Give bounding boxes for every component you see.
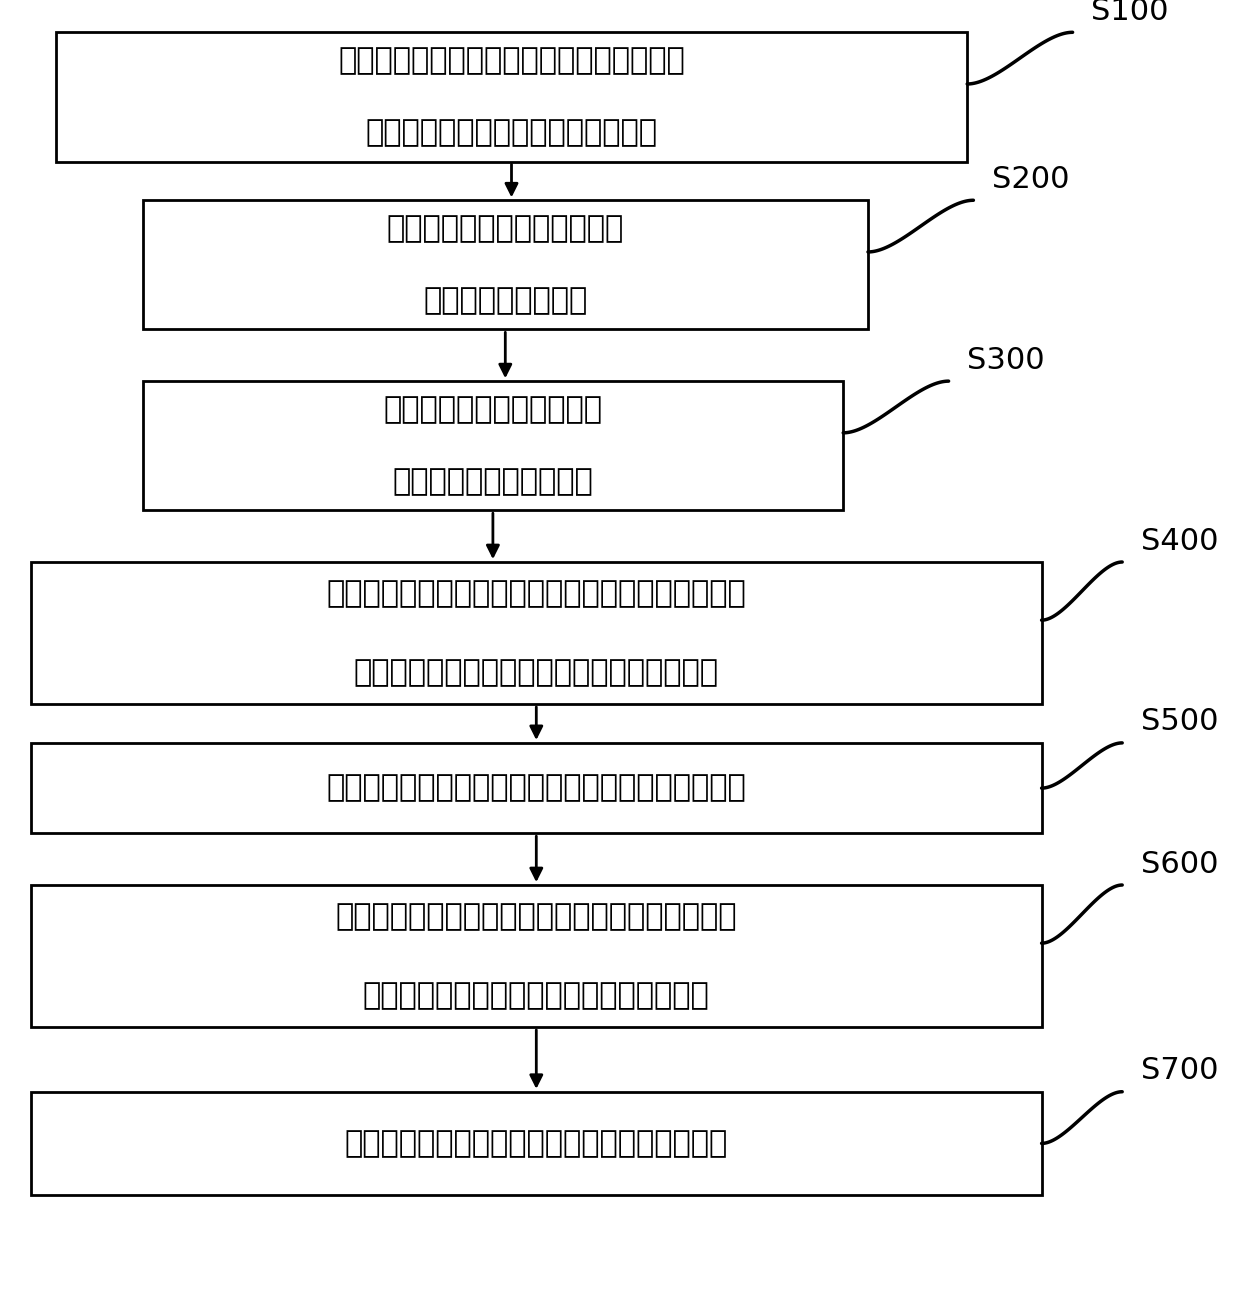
Text: S600: S600 <box>1141 850 1218 879</box>
Text: 通过时间模块获取加药模块进行加药的实时加药时间: 通过时间模块获取加药模块进行加药的实时加药时间 <box>326 774 746 802</box>
Text: S700: S700 <box>1141 1057 1218 1085</box>
Text: S500: S500 <box>1141 708 1218 736</box>
Text: S200: S200 <box>992 165 1069 194</box>
Text: 利用数据处理模块对数据库时间阈值和时间模块的: 利用数据处理模块对数据库时间阈值和时间模块的 <box>336 902 737 930</box>
FancyBboxPatch shape <box>143 381 843 510</box>
FancyBboxPatch shape <box>31 885 1042 1027</box>
FancyBboxPatch shape <box>143 200 868 329</box>
Text: 进行抽药的实时抽药时间: 进行抽药的实时抽药时间 <box>393 468 593 496</box>
Text: 并获取实时电量时间: 并获取实时电量时间 <box>423 287 588 315</box>
Text: 利用时间模块接收消耗电量，: 利用时间模块接收消耗电量， <box>387 214 624 243</box>
Text: 利用液位感应模块检测加药筒内电镀液的液位高度，: 利用液位感应模块检测加药筒内电镀液的液位高度， <box>326 579 746 607</box>
Text: S300: S300 <box>967 346 1045 375</box>
Text: S400: S400 <box>1141 527 1218 556</box>
Text: 并传送到数据处理模块得到抽药信息: 并传送到数据处理模块得到抽药信息 <box>366 119 657 147</box>
Text: S100: S100 <box>1091 0 1168 26</box>
FancyBboxPatch shape <box>31 743 1042 833</box>
FancyBboxPatch shape <box>31 1092 1042 1195</box>
Text: 并传送到数据处理模块得到加药筒的加药信息: 并传送到数据处理模块得到加药筒的加药信息 <box>353 659 719 687</box>
Text: 报警模块根据报警信息进行报警和显示报警类型: 报警模块根据报警信息进行报警和显示报警类型 <box>345 1129 728 1158</box>
Text: 实时时间进行匹配，若不匹配得到报警信息: 实时时间进行匹配，若不匹配得到报警信息 <box>363 982 709 1010</box>
Text: 利用电量检测模块检测电镀缸的消耗电量，: 利用电量检测模块检测电镀缸的消耗电量， <box>339 47 684 75</box>
FancyBboxPatch shape <box>31 562 1042 704</box>
FancyBboxPatch shape <box>56 32 967 162</box>
Text: 通过时间模块获取抽药模块: 通过时间模块获取抽药模块 <box>383 395 603 424</box>
